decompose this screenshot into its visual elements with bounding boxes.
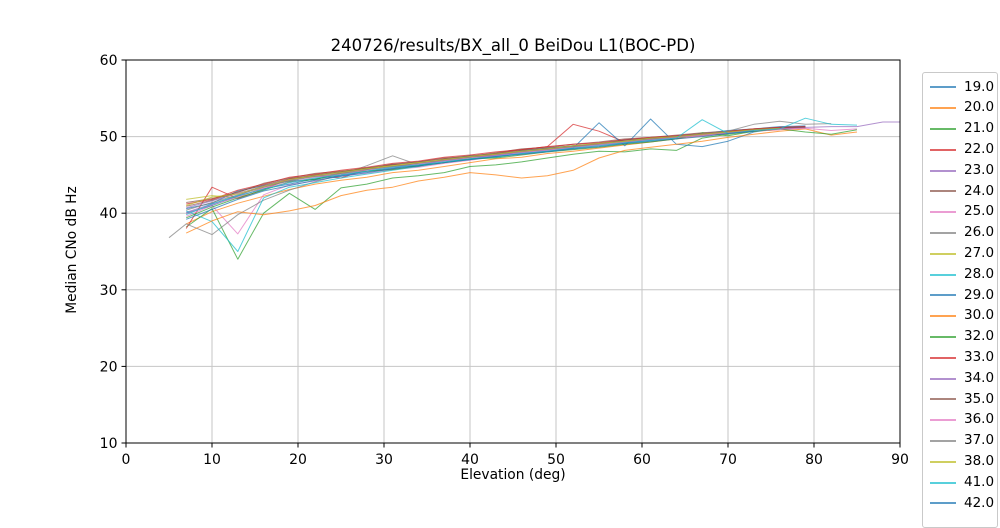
legend-label: 26.0	[964, 224, 995, 241]
legend-label: 20.0	[964, 99, 995, 116]
series-line-30.0	[185, 128, 858, 234]
legend-label: 42.0	[964, 494, 995, 511]
legend-line-sample	[930, 86, 956, 89]
legend-row: 41.0	[930, 472, 995, 493]
x-tick-label: 50	[547, 452, 565, 468]
legend-row: 34.0	[930, 368, 995, 389]
series-line-42.0	[186, 130, 754, 220]
legend-line-sample	[930, 439, 956, 442]
x-axis-label: Elevation (deg)	[460, 467, 566, 483]
legend-row: 38.0	[930, 451, 995, 472]
legend-row: 32.0	[930, 327, 995, 348]
legend-line-sample	[930, 502, 956, 505]
legend-line-sample	[930, 127, 956, 130]
series-line-34.0	[186, 121, 900, 209]
legend-row: 33.0	[930, 347, 995, 368]
legend-row: 20.0	[930, 98, 995, 119]
series-line-36.0	[186, 127, 858, 215]
legend-line-sample	[930, 315, 956, 318]
legend-label: 41.0	[964, 473, 995, 490]
legend-row: 25.0	[930, 202, 995, 223]
legend-line-sample	[930, 294, 956, 297]
legend-line-sample	[930, 335, 956, 338]
series-line-41.0	[186, 117, 858, 216]
legend-label: 29.0	[964, 286, 995, 303]
legend-row: 21.0	[930, 119, 995, 140]
legend-label: 22.0	[964, 141, 995, 158]
legend-line-sample	[930, 211, 956, 214]
legend-label: 36.0	[964, 411, 995, 428]
x-tick-label: 0	[122, 452, 131, 468]
x-tick-label: 20	[289, 452, 307, 468]
series-line-21.0	[185, 126, 806, 260]
legend-label: 35.0	[964, 390, 995, 407]
x-tick-label: 80	[805, 452, 823, 468]
legend-line-sample	[930, 398, 956, 401]
legend-label: 21.0	[964, 120, 995, 137]
legend-row: 29.0	[930, 285, 995, 306]
legend-line-sample	[930, 190, 956, 193]
legend-label: 33.0	[964, 349, 995, 365]
legend-label: 27.0	[964, 245, 995, 262]
x-tick-label: 30	[375, 452, 393, 468]
legend-line-sample	[930, 273, 956, 276]
series-line-26.0	[168, 126, 806, 239]
legend-line-sample	[930, 377, 956, 380]
legend-label: 25.0	[964, 203, 995, 220]
y-axis-label: Median CNo dB Hz	[64, 186, 80, 314]
legend-line-sample	[930, 252, 956, 255]
legend-line-sample	[930, 148, 956, 151]
x-tick-label: 70	[719, 452, 737, 468]
legend-label: 24.0	[964, 182, 995, 199]
legend-label: 23.0	[964, 161, 995, 178]
legend-label: 38.0	[964, 452, 995, 469]
y-tick-label: 60	[100, 53, 118, 69]
legend-line-sample	[930, 481, 956, 484]
legend-row: 19.0	[930, 77, 995, 98]
series-line-32.0	[186, 128, 858, 219]
legend-row: 27.0	[930, 243, 995, 264]
legend-label: 37.0	[964, 432, 995, 449]
legend-row: 24.0	[930, 181, 995, 202]
legend-row: 42.0	[930, 493, 995, 514]
x-tick-label: 60	[633, 452, 651, 468]
legend-row: 22.0	[930, 139, 995, 160]
legend-row: 36.0	[930, 410, 995, 431]
legend-row: 35.0	[930, 389, 995, 410]
legend-row: 28.0	[930, 264, 995, 285]
legend-line-sample	[930, 419, 956, 422]
legend-line-sample	[930, 231, 956, 234]
legend-row: 23.0	[930, 160, 995, 181]
y-tick-label: 30	[100, 283, 118, 299]
legend-line-sample	[930, 356, 956, 359]
y-tick-label: 20	[100, 359, 118, 375]
legend-label: 28.0	[964, 265, 995, 282]
legend-line-sample	[930, 169, 956, 172]
x-tick-label: 90	[891, 452, 909, 468]
series-line-28.0	[186, 126, 806, 252]
legend-line-sample	[930, 460, 956, 463]
chart-title: 240726/results/BX_all_0 BeiDou L1(BOC-PD…	[330, 36, 696, 55]
y-tick-label: 50	[100, 130, 118, 146]
legend-line-sample	[930, 107, 956, 110]
y-tick-label: 40	[100, 206, 118, 222]
legend-row: 30.0	[930, 306, 995, 327]
legend-row: 26.0	[930, 223, 995, 244]
x-tick-label: 10	[203, 452, 221, 468]
plot-spines	[125, 59, 901, 444]
series-line-19.0	[186, 125, 806, 210]
x-tick-label: 40	[461, 452, 479, 468]
legend-label: 30.0	[964, 307, 995, 324]
legend-label: 34.0	[964, 369, 995, 386]
legend: 19.0 20.0 21.0 22.0 23.0 24.0 25.0 26.0 27.0 28.0…	[922, 72, 998, 528]
legend-row: 37.0	[930, 431, 995, 452]
series-line-38.0	[186, 127, 780, 206]
legend-label: 32.0	[964, 328, 995, 345]
legend-label: 19.0	[964, 78, 995, 95]
y-tick-label: 10	[100, 436, 118, 452]
